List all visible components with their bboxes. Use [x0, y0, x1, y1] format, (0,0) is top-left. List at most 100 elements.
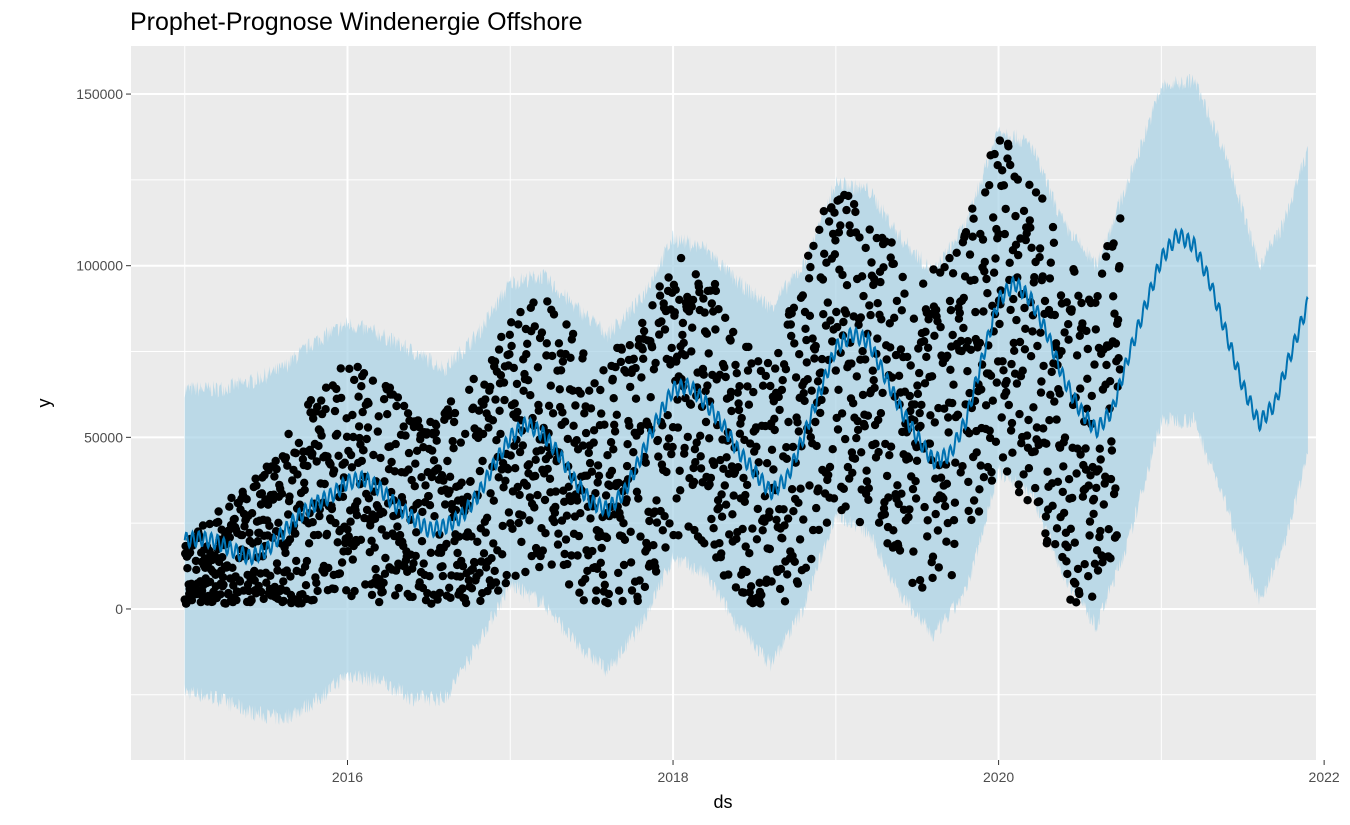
data-point [1083, 374, 1092, 383]
data-point [312, 578, 321, 588]
data-point [518, 441, 527, 450]
data-point [758, 381, 768, 390]
data-point [988, 396, 997, 405]
data-point [617, 345, 626, 354]
data-point [481, 528, 490, 537]
data-point [675, 466, 684, 475]
data-point [790, 339, 799, 348]
data-point [825, 462, 835, 472]
data-point [991, 437, 1001, 446]
data-point [853, 425, 863, 435]
data-point [466, 477, 475, 486]
data-point [798, 291, 807, 300]
data-point [1106, 554, 1115, 563]
data-point [1039, 361, 1048, 371]
data-point [1074, 291, 1083, 300]
data-point [547, 560, 556, 569]
data-point [810, 354, 819, 363]
data-point [463, 492, 472, 502]
data-point [265, 521, 274, 530]
data-point [824, 217, 834, 226]
data-point [427, 599, 436, 608]
data-point [836, 221, 845, 230]
data-point [467, 532, 476, 541]
data-point [1112, 531, 1122, 540]
data-point [600, 420, 609, 429]
data-point [778, 534, 787, 543]
data-point [896, 345, 906, 354]
data-point [874, 518, 884, 527]
data-point [599, 366, 608, 375]
data-point [842, 205, 851, 215]
data-point [823, 298, 832, 307]
data-point [603, 599, 613, 608]
data-point [655, 282, 664, 291]
data-point [486, 489, 495, 498]
data-point [395, 530, 405, 540]
data-point [940, 502, 950, 511]
data-point [425, 501, 435, 510]
data-point [469, 374, 478, 384]
data-point [830, 250, 840, 259]
data-point [732, 534, 741, 544]
data-point [1013, 175, 1022, 184]
data-point [948, 398, 957, 408]
data-point [369, 450, 378, 460]
data-point [903, 352, 912, 362]
data-point [817, 395, 826, 405]
data-point [985, 181, 994, 190]
data-point [743, 366, 753, 375]
observed-points [180, 136, 1125, 608]
data-point [411, 459, 420, 468]
data-point [807, 554, 816, 564]
data-point [399, 401, 409, 411]
data-point [699, 294, 708, 303]
data-point [344, 532, 353, 541]
data-point [1107, 446, 1117, 455]
data-point [1048, 222, 1058, 232]
data-point [245, 528, 254, 538]
data-point [542, 339, 551, 348]
data-point [568, 329, 578, 339]
chart-title: Prophet-Prognose Windenergie Offshore [130, 8, 583, 36]
data-point [722, 453, 731, 462]
data-point [831, 366, 840, 375]
data-point [974, 507, 984, 516]
data-point [824, 470, 833, 480]
data-point [752, 442, 761, 451]
data-point [284, 510, 293, 519]
data-point [244, 586, 254, 596]
data-point [958, 462, 967, 471]
data-point [1029, 403, 1038, 412]
x-axis-ticks: 2016 2018 2020 2022 [332, 760, 1340, 785]
data-point [488, 416, 498, 425]
data-point [523, 339, 532, 348]
data-point [394, 583, 403, 593]
data-point [589, 438, 598, 447]
data-point [1014, 488, 1024, 497]
data-point [1032, 423, 1042, 432]
data-point [818, 275, 828, 284]
data-point [892, 296, 902, 306]
data-point [508, 524, 517, 533]
data-point [793, 418, 802, 427]
data-point [185, 548, 195, 557]
data-point [963, 367, 972, 376]
data-point [731, 360, 740, 370]
data-point [670, 308, 679, 317]
data-point [696, 464, 706, 473]
data-point [856, 313, 865, 322]
data-point [1062, 298, 1072, 307]
data-point [232, 595, 241, 605]
data-point [531, 471, 540, 481]
data-point [285, 492, 294, 501]
data-point [1038, 194, 1047, 203]
data-point [616, 357, 626, 367]
data-point [1027, 243, 1036, 252]
data-point [214, 517, 223, 527]
data-point [717, 490, 726, 499]
data-point [1004, 400, 1013, 410]
data-point [676, 253, 686, 263]
data-point [535, 562, 544, 572]
data-point [525, 516, 534, 525]
